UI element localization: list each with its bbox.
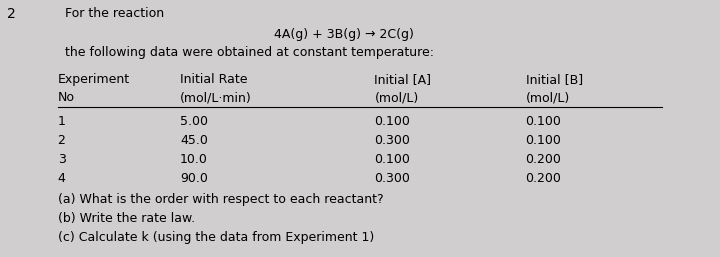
- Text: For the reaction: For the reaction: [65, 7, 164, 20]
- Text: No: No: [58, 91, 75, 105]
- Text: Initial [B]: Initial [B]: [526, 73, 582, 86]
- Text: (c) Calculate k (using the data from Experiment 1): (c) Calculate k (using the data from Exp…: [58, 231, 374, 244]
- Text: 0.100: 0.100: [374, 153, 410, 166]
- Text: 2: 2: [58, 134, 66, 147]
- Text: 45.0: 45.0: [180, 134, 208, 147]
- Text: Experiment: Experiment: [58, 73, 130, 86]
- Text: (mol/L): (mol/L): [374, 91, 418, 105]
- Text: 10.0: 10.0: [180, 153, 208, 166]
- Text: 0.200: 0.200: [526, 172, 562, 185]
- Text: the following data were obtained at constant temperature:: the following data were obtained at cons…: [65, 46, 433, 59]
- Text: Initial Rate: Initial Rate: [180, 73, 248, 86]
- Text: 1: 1: [58, 115, 66, 128]
- Text: 4: 4: [58, 172, 66, 185]
- Text: 0.300: 0.300: [374, 134, 410, 147]
- Text: (b) Write the rate law.: (b) Write the rate law.: [58, 212, 194, 225]
- Text: 3: 3: [58, 153, 66, 166]
- Text: (mol/L·min): (mol/L·min): [180, 91, 252, 105]
- Text: Initial [A]: Initial [A]: [374, 73, 431, 86]
- Text: 0.300: 0.300: [374, 172, 410, 185]
- Text: 90.0: 90.0: [180, 172, 208, 185]
- Text: 2: 2: [7, 7, 16, 21]
- Text: 0.100: 0.100: [374, 115, 410, 128]
- Text: 0.100: 0.100: [526, 134, 562, 147]
- Text: 0.100: 0.100: [526, 115, 562, 128]
- Text: 0.200: 0.200: [526, 153, 562, 166]
- Text: 4A(g) + 3B(g) → 2C(g): 4A(g) + 3B(g) → 2C(g): [274, 28, 413, 41]
- Text: (mol/L): (mol/L): [526, 91, 570, 105]
- Text: 5.00: 5.00: [180, 115, 208, 128]
- Text: (a) What is the order with respect to each reactant?: (a) What is the order with respect to ea…: [58, 193, 383, 206]
